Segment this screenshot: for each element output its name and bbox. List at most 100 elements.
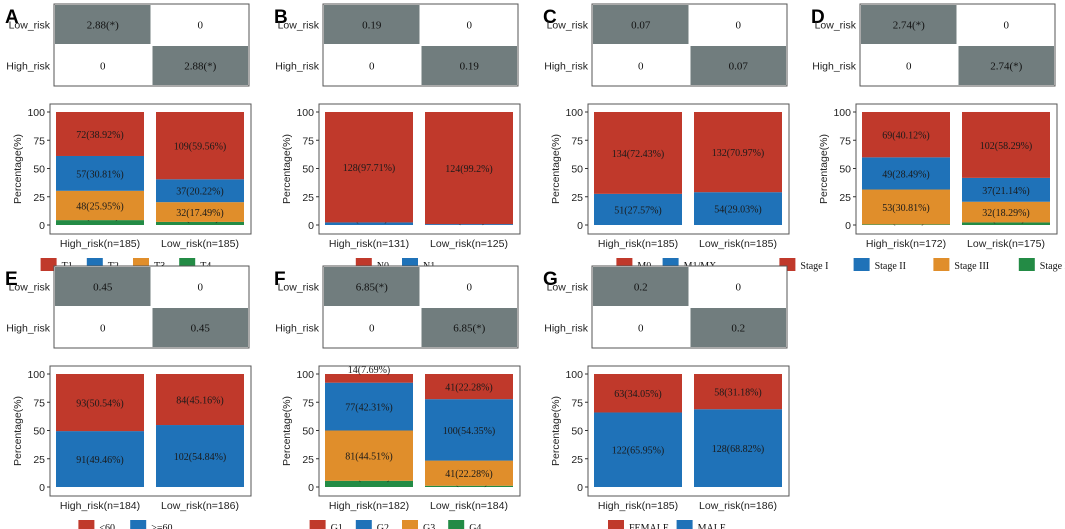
legend-label: G1 — [331, 523, 343, 529]
heatmap-row-label: Low_risk — [9, 282, 51, 294]
legend-label: G4 — [469, 523, 481, 529]
bar-segment — [962, 201, 1050, 223]
bar-segment — [425, 399, 513, 461]
bar-segment — [56, 374, 144, 432]
bar-data-label: 51(27.57%) — [614, 205, 662, 216]
heatmap-cell-value: 6.85(*) — [453, 323, 485, 335]
bar-data-label: 57(30.81%) — [76, 169, 124, 180]
bar-data-label: 132(70.97%) — [712, 148, 765, 159]
bar-data-label: 100(54.35%) — [443, 426, 496, 437]
heatmap-cell — [958, 46, 1054, 85]
bar-data-label: 122(65.95%) — [612, 446, 665, 457]
heatmap-cell-value: 0.2 — [634, 282, 648, 294]
panel-letter: E — [5, 269, 18, 290]
x-tick-label: Low_risk(n=185) — [161, 238, 239, 250]
legend-swatch — [40, 258, 57, 271]
y-tick-label: 75 — [839, 135, 851, 147]
x-tick-label: Low_risk(n=185) — [699, 238, 777, 250]
bar-data-label: 128(68.82%) — [712, 444, 765, 455]
heatmap-cell-value: 0 — [369, 323, 375, 335]
heatmap-cell-value: 0.19 — [460, 61, 480, 73]
bar-segment — [862, 157, 950, 190]
bar-segment — [862, 224, 950, 225]
legend-label: Stage IV — [1040, 261, 1065, 272]
bar-data-label: 128(97.71%) — [343, 163, 396, 174]
heatmap-row-label: Low_risk — [815, 20, 857, 32]
heatmap-cell-value: 0 — [638, 61, 644, 73]
panel-letter: D — [811, 7, 825, 28]
bar-segment — [156, 425, 244, 487]
bar-segment — [962, 111, 1050, 178]
bar-data-label: 72(38.92%) — [76, 130, 124, 141]
bar-segment — [694, 409, 782, 487]
x-tick-label: High_risk(n=182) — [329, 500, 409, 512]
y-tick-label: 25 — [302, 192, 314, 204]
y-tick-label: 100 — [833, 107, 851, 119]
heatmap-cell-value: 0 — [369, 61, 375, 73]
heatmap-cell — [152, 46, 248, 85]
bar-segment — [594, 112, 682, 194]
x-tick-label: Low_risk(n=186) — [699, 500, 777, 512]
y-tick-label: 50 — [33, 426, 45, 438]
bar-segment — [425, 485, 513, 487]
heatmap-row-label: High_risk — [544, 61, 589, 73]
heatmap-cell — [421, 308, 517, 347]
y-axis-label: Percentage(%) — [818, 134, 830, 204]
y-tick-label: 25 — [33, 454, 45, 466]
legend-swatch — [402, 520, 418, 529]
y-axis-label: Percentage(%) — [550, 396, 562, 466]
heatmap-cell — [152, 308, 248, 347]
bar-data-label: 32(17.49%) — [176, 208, 224, 219]
bar-data-label: 91(49.46%) — [76, 455, 124, 466]
legend-swatch — [309, 520, 326, 529]
heatmap-cell — [421, 46, 517, 85]
x-tick-label: High_risk(n=184) — [60, 500, 140, 512]
bar-segment — [56, 112, 144, 156]
heatmap-cell-value: 2.74(*) — [893, 20, 925, 32]
y-tick-label: 0 — [308, 482, 314, 494]
heatmap-row-label: Low_risk — [278, 20, 320, 32]
bar-segment — [962, 177, 1050, 202]
heatmap-cell-value: 0.07 — [631, 20, 651, 32]
y-tick-label: 25 — [839, 192, 851, 204]
bar-segment — [156, 179, 244, 203]
legend-label: Stage III — [954, 261, 989, 272]
y-tick-label: 100 — [565, 107, 583, 119]
heatmap-cell-value: 2.74(*) — [990, 61, 1022, 73]
legend-label: G2 — [377, 523, 389, 529]
heatmap-row-label: Low_risk — [547, 20, 589, 32]
heatmap-cell — [690, 308, 786, 347]
y-tick-label: 75 — [33, 135, 45, 147]
bar-data-label: 32(18.29%) — [982, 208, 1030, 219]
bar-data-label: 69(40.12%) — [882, 131, 930, 142]
bar-segment — [156, 374, 244, 426]
heatmap-row-label: Low_risk — [547, 282, 589, 294]
bar-segment — [694, 192, 782, 225]
heatmap-cell — [55, 267, 151, 306]
y-tick-label: 75 — [571, 397, 583, 409]
bar-data-label: 134(72.43%) — [612, 149, 665, 160]
bar-segment — [425, 112, 513, 225]
bar-segment — [594, 412, 682, 487]
heatmap-cell-value: 0.45 — [93, 282, 113, 294]
bar-segment — [425, 374, 513, 400]
heatmap-cell-value: 6.85(*) — [356, 282, 388, 294]
bar-segment — [962, 222, 1050, 225]
y-tick-label: 75 — [302, 135, 314, 147]
y-tick-label: 50 — [302, 164, 314, 176]
legend-label: G3 — [423, 523, 435, 529]
heatmap-cell-value: 0 — [736, 282, 742, 294]
x-tick-label: Low_risk(n=125) — [430, 238, 508, 250]
y-tick-label: 0 — [845, 220, 851, 232]
heatmap-cell-value: 0 — [736, 20, 742, 32]
bar-segment — [156, 221, 244, 225]
y-tick-label: 50 — [571, 426, 583, 438]
x-tick-label: Low_risk(n=184) — [430, 500, 508, 512]
y-tick-label: 0 — [39, 482, 45, 494]
bar-segment — [325, 480, 413, 487]
heatmap-cell-value: 0 — [198, 282, 204, 294]
